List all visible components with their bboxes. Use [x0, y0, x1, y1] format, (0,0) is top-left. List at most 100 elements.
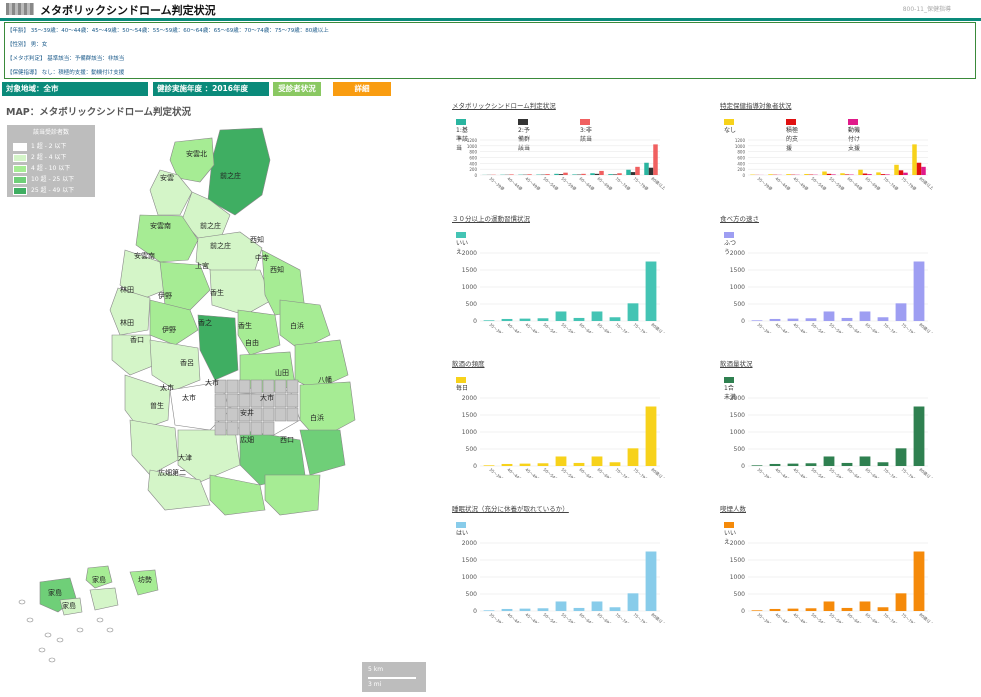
map-urban-block	[226, 407, 239, 422]
x-tick-label: 45～49歳	[792, 175, 810, 190]
x-tick-label: 60～64歳	[846, 611, 864, 623]
map-region-label: 伊野	[162, 325, 176, 334]
map-urban-block	[250, 379, 263, 394]
app-logo	[6, 3, 34, 15]
x-tick-label: 45～49歳	[792, 466, 810, 478]
chart-bar	[519, 463, 531, 466]
chart-bar	[644, 162, 649, 175]
x-tick-label: 70～74歳	[882, 321, 900, 333]
x-tick-label: 35～39歳	[756, 466, 774, 478]
chart-bar	[913, 406, 925, 466]
chart-bar	[609, 317, 621, 321]
chart-legend-item[interactable]: いいえ	[456, 231, 469, 256]
map-region-label: 広畑第二	[158, 468, 186, 477]
map-region-label: 自由	[245, 338, 259, 347]
map-islet	[18, 599, 26, 605]
map-urban-block	[238, 421, 251, 436]
chart-legend-item[interactable]: はい	[456, 521, 469, 537]
y-tick-label: 1500	[462, 557, 477, 564]
chart-bar	[903, 172, 908, 175]
chart-legend-item[interactable]: なし	[724, 118, 737, 134]
x-tick-label: 80歳以上	[650, 321, 667, 333]
map-urban-block	[250, 421, 263, 436]
map-region	[209, 269, 273, 316]
chart-bar	[858, 169, 863, 175]
scale-line	[368, 677, 416, 679]
map-region-label: 安雲北	[186, 149, 207, 158]
chart-bar	[823, 456, 835, 466]
y-tick-label: 1500	[462, 267, 477, 274]
chart-legend-item[interactable]: 毎日	[456, 376, 469, 392]
chart-legend-item[interactable]: 1合未満	[724, 376, 737, 401]
year-selector[interactable]: 健診実施年度 ：2016年度	[153, 82, 269, 96]
map-urban-block	[274, 407, 287, 422]
filter-sex[interactable]: 【性別】 男：女	[7, 42, 48, 48]
map-region-label: 白浜	[290, 321, 304, 330]
map-region-label: 家島	[62, 601, 76, 610]
header-id-text: 800-11_保健指導	[902, 6, 951, 13]
status-button[interactable]: 受診者状況	[273, 82, 321, 96]
detail-button[interactable]: 詳細	[333, 82, 391, 96]
chart-bar	[831, 174, 836, 175]
chart-bar	[894, 164, 899, 175]
x-tick-label: 60～64歳	[578, 611, 596, 623]
legend-item: 1 超 - 2 以下	[13, 141, 66, 151]
x-tick-label: 45～49歳	[524, 175, 542, 190]
x-tick-label: 80歳以上	[650, 611, 667, 623]
chart-bar	[483, 610, 495, 611]
map-region-label: 前之庄	[220, 171, 241, 180]
x-tick-label: 55～59歳	[828, 466, 846, 478]
chart-bar	[591, 311, 603, 321]
x-tick-label: 75～79歳	[632, 466, 650, 478]
map-region	[149, 169, 193, 216]
map-island	[89, 587, 119, 611]
map-island	[85, 565, 113, 589]
map-region-label: 西口	[280, 436, 294, 444]
map-region-label: 家島	[92, 575, 106, 584]
chart-bar	[501, 463, 513, 466]
chart-legend-item[interactable]: 積極的支援	[786, 118, 799, 152]
map-region-label: 林田	[120, 285, 134, 294]
chart-bar	[519, 608, 531, 611]
x-tick-label: 80歳以上	[918, 175, 935, 190]
x-tick-label: 35～39歳	[488, 611, 506, 623]
map-urban-block	[286, 379, 299, 394]
map-urban-block	[226, 393, 239, 408]
y-tick-label: 500	[466, 301, 478, 308]
map-region-label: 香呂	[180, 358, 194, 367]
y-tick-label: 2000	[462, 395, 477, 402]
area-selector[interactable]: 対象地域：全市	[2, 82, 148, 96]
y-tick-label: 600	[737, 156, 745, 161]
chart-bar	[823, 601, 835, 611]
chart-bar	[563, 172, 568, 175]
chart-bar	[840, 173, 845, 175]
x-tick-label: 35～39歳	[756, 611, 774, 623]
chart-legend-item[interactable]: 3:非該当	[580, 118, 593, 143]
page-title: メタボリックシンドローム判定状況	[40, 4, 216, 17]
map-region-label: 西知	[270, 265, 284, 274]
chart-bar	[612, 174, 618, 175]
chart-bar	[537, 463, 549, 466]
map-region	[264, 474, 321, 516]
chart-bar	[581, 173, 586, 175]
map-island	[59, 597, 83, 616]
map-region-label: 大市	[260, 393, 274, 402]
map-region-label: 家島	[48, 588, 62, 597]
map-region-label: 大市	[205, 378, 219, 387]
filter-age[interactable]: 【年齢】 35～39歳：40～44歳：45～49歳：50～54歳：55～59歳：…	[7, 28, 329, 34]
chart-legend-item[interactable]: 2:予備群該当	[518, 118, 531, 152]
chart-title: 飲酒の頻度	[452, 360, 485, 368]
chart-bar	[769, 608, 781, 611]
y-tick-label: 1000	[462, 284, 477, 291]
filter-guidance[interactable]: 【保健指導】 なし：積極的支援：動機付け支援	[7, 70, 125, 76]
chart-legend-item[interactable]: 動機付け支援	[848, 118, 861, 152]
filter-metabo[interactable]: 【メタボ判定】 基準該当：予備群該当：非該当	[7, 56, 125, 62]
chart-bar	[626, 169, 631, 175]
chart-legend-item[interactable]: 1:基準該当	[456, 118, 469, 152]
chart-legend-item[interactable]: ふつう	[724, 231, 737, 256]
map-region	[111, 334, 156, 376]
chart-legend-item[interactable]: いいえ	[724, 521, 737, 546]
chart-bar	[826, 173, 832, 175]
